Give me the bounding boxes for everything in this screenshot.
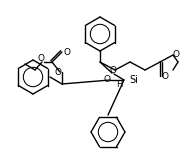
Text: O: O bbox=[104, 75, 110, 83]
Text: H: H bbox=[116, 79, 122, 89]
Text: O: O bbox=[110, 65, 116, 75]
Text: O: O bbox=[173, 49, 179, 59]
Text: O: O bbox=[54, 67, 62, 77]
Text: O: O bbox=[37, 53, 45, 63]
Text: O: O bbox=[161, 71, 169, 81]
Text: Si: Si bbox=[129, 75, 138, 85]
Text: O: O bbox=[64, 47, 70, 57]
